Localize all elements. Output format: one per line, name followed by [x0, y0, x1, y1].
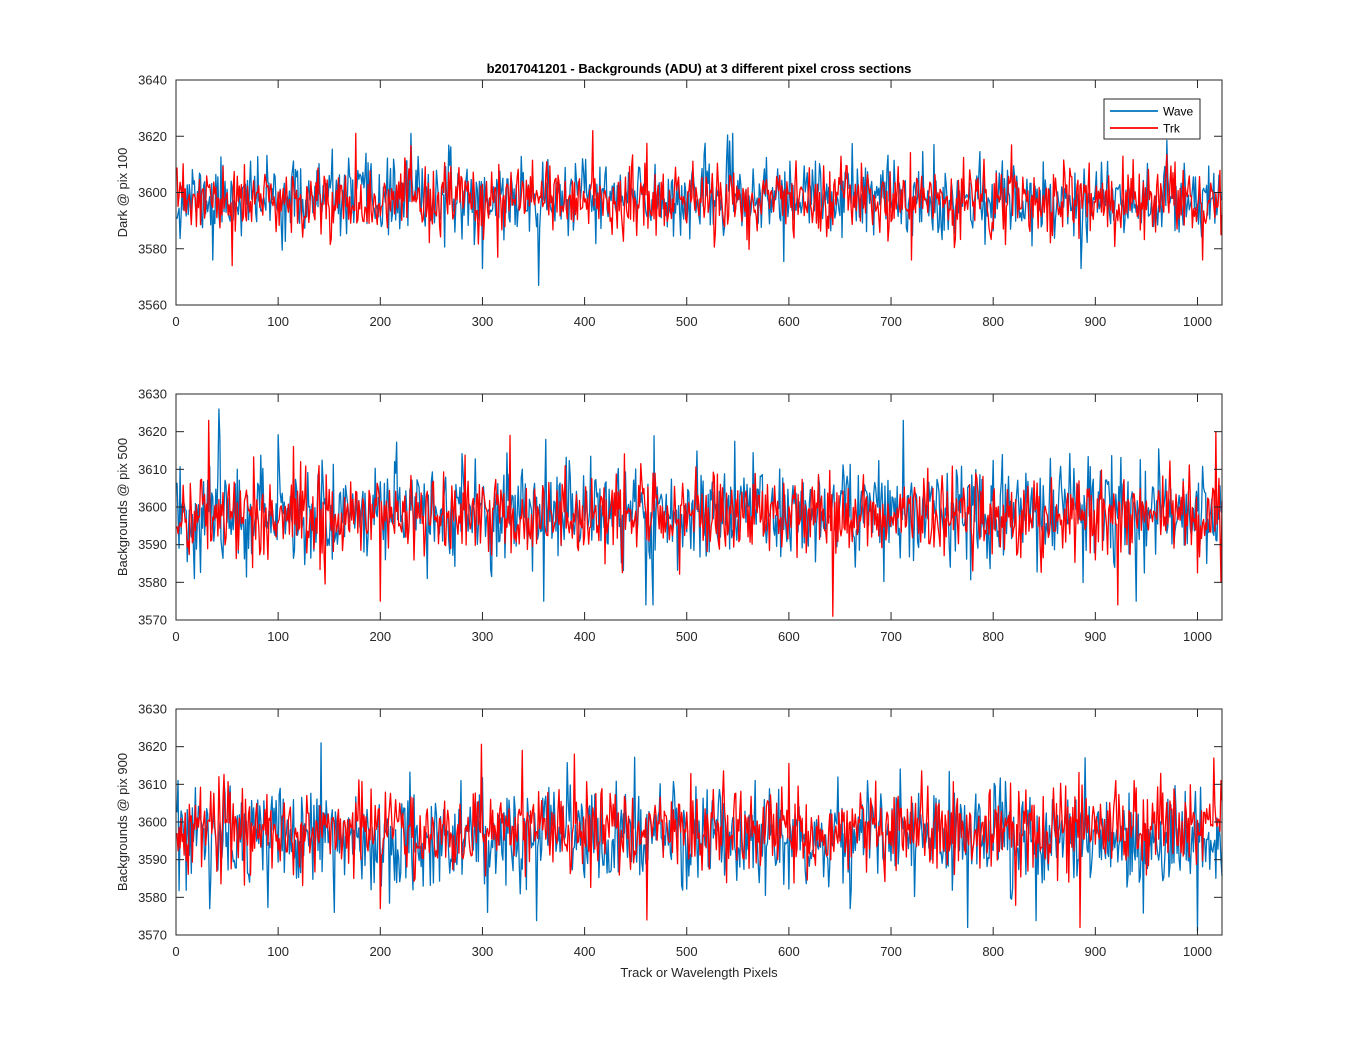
y-tick-label: 3640: [138, 73, 167, 88]
x-tick-label: 700: [880, 944, 902, 959]
x-tick-label: 900: [1084, 314, 1106, 329]
x-tick-label: 600: [778, 944, 800, 959]
y-tick-label: 3600: [138, 815, 167, 830]
x-tick-label: 100: [267, 629, 289, 644]
figure-title: b2017041201 - Backgrounds (ADU) at 3 dif…: [487, 61, 912, 76]
y-tick-label: 3610: [138, 777, 167, 792]
y-axis-label: Backgrounds @ pix 500: [115, 438, 130, 576]
x-tick-label: 200: [369, 629, 391, 644]
y-tick-label: 3600: [138, 500, 167, 515]
y-tick-label: 3600: [138, 185, 167, 200]
series-line-trk: [176, 419, 1223, 617]
x-tick-label: 500: [676, 944, 698, 959]
x-tick-label: 900: [1084, 944, 1106, 959]
y-tick-label: 3630: [138, 702, 167, 717]
y-tick-label: 3560: [138, 298, 167, 313]
x-tick-label: 800: [982, 944, 1004, 959]
subplot-3: 0 100 200 300 400 500 600 700 800 900 1000 3570 3580…: [115, 702, 1223, 959]
subplots: 0 100 200 300 400 500 600 700 800 900 100035603580…: [115, 73, 1223, 959]
x-tick-label: 300: [472, 314, 494, 329]
x-tick-label: 900: [1084, 629, 1106, 644]
legend-label-wave: Wave: [1163, 105, 1194, 119]
x-tick-label: 700: [880, 314, 902, 329]
y-axis-label: Dark @ pix 100: [115, 148, 130, 238]
subplot-1: 0 100 200 300 400 500 600 700 800 900 1000 3560 3580…: [115, 73, 1223, 329]
y-tick-label: 3570: [138, 613, 167, 628]
x-tick-label: 200: [369, 314, 391, 329]
x-tick-label: 300: [472, 944, 494, 959]
x-tick-label: 400: [574, 629, 596, 644]
x-tick-label: 200: [369, 944, 391, 959]
x-tick-label: 1000: [1183, 629, 1212, 644]
legend-box: [1103, 98, 1201, 140]
x-tick-label: 400: [574, 944, 596, 959]
x-tick-label: 500: [676, 314, 698, 329]
x-tick-label: 400: [574, 314, 596, 329]
y-axis-label: Backgrounds @ pix 900: [115, 753, 130, 891]
y-tick-label: 3570: [138, 928, 167, 943]
x-tick-label: 1000: [1183, 944, 1212, 959]
x-tick-label: 0: [172, 314, 179, 329]
legend-label-trk: Trk: [1163, 122, 1181, 136]
x-tick-label: 300: [472, 629, 494, 644]
y-tick-label: 3630: [138, 387, 167, 402]
x-tick-label: 0: [172, 629, 179, 644]
y-tick-label: 3590: [138, 537, 167, 552]
y-tick-label: 3580: [138, 575, 167, 590]
y-tick-label: 3620: [138, 739, 167, 754]
x-axis-label: Track or Wavelength Pixels: [620, 965, 778, 980]
x-tick-label: 800: [982, 314, 1004, 329]
y-tick-label: 3580: [138, 241, 167, 256]
y-tick-label: 3610: [138, 462, 167, 477]
x-tick-label: 800: [982, 629, 1004, 644]
legend[interactable]: Wave Trk: [1103, 98, 1201, 140]
x-tick-label: 0: [172, 944, 179, 959]
x-tick-label: 600: [778, 314, 800, 329]
x-tick-label: 600: [778, 629, 800, 644]
x-tick-label: 1000: [1183, 314, 1212, 329]
x-tick-label: 700: [880, 629, 902, 644]
x-tick-label: 500: [676, 629, 698, 644]
x-tick-label: 100: [267, 314, 289, 329]
y-tick-label: 3590: [138, 852, 167, 867]
subplot-2: 0 100 200 300 400 500 600 700 800 900 1000 3570 3580…: [115, 387, 1223, 644]
series-line-trk: [176, 743, 1223, 929]
x-tick-label: 100: [267, 944, 289, 959]
y-tick-label: 3620: [138, 424, 167, 439]
series-line-trk: [176, 129, 1223, 267]
y-tick-label: 3580: [138, 890, 167, 905]
y-tick-label: 3620: [138, 129, 167, 144]
